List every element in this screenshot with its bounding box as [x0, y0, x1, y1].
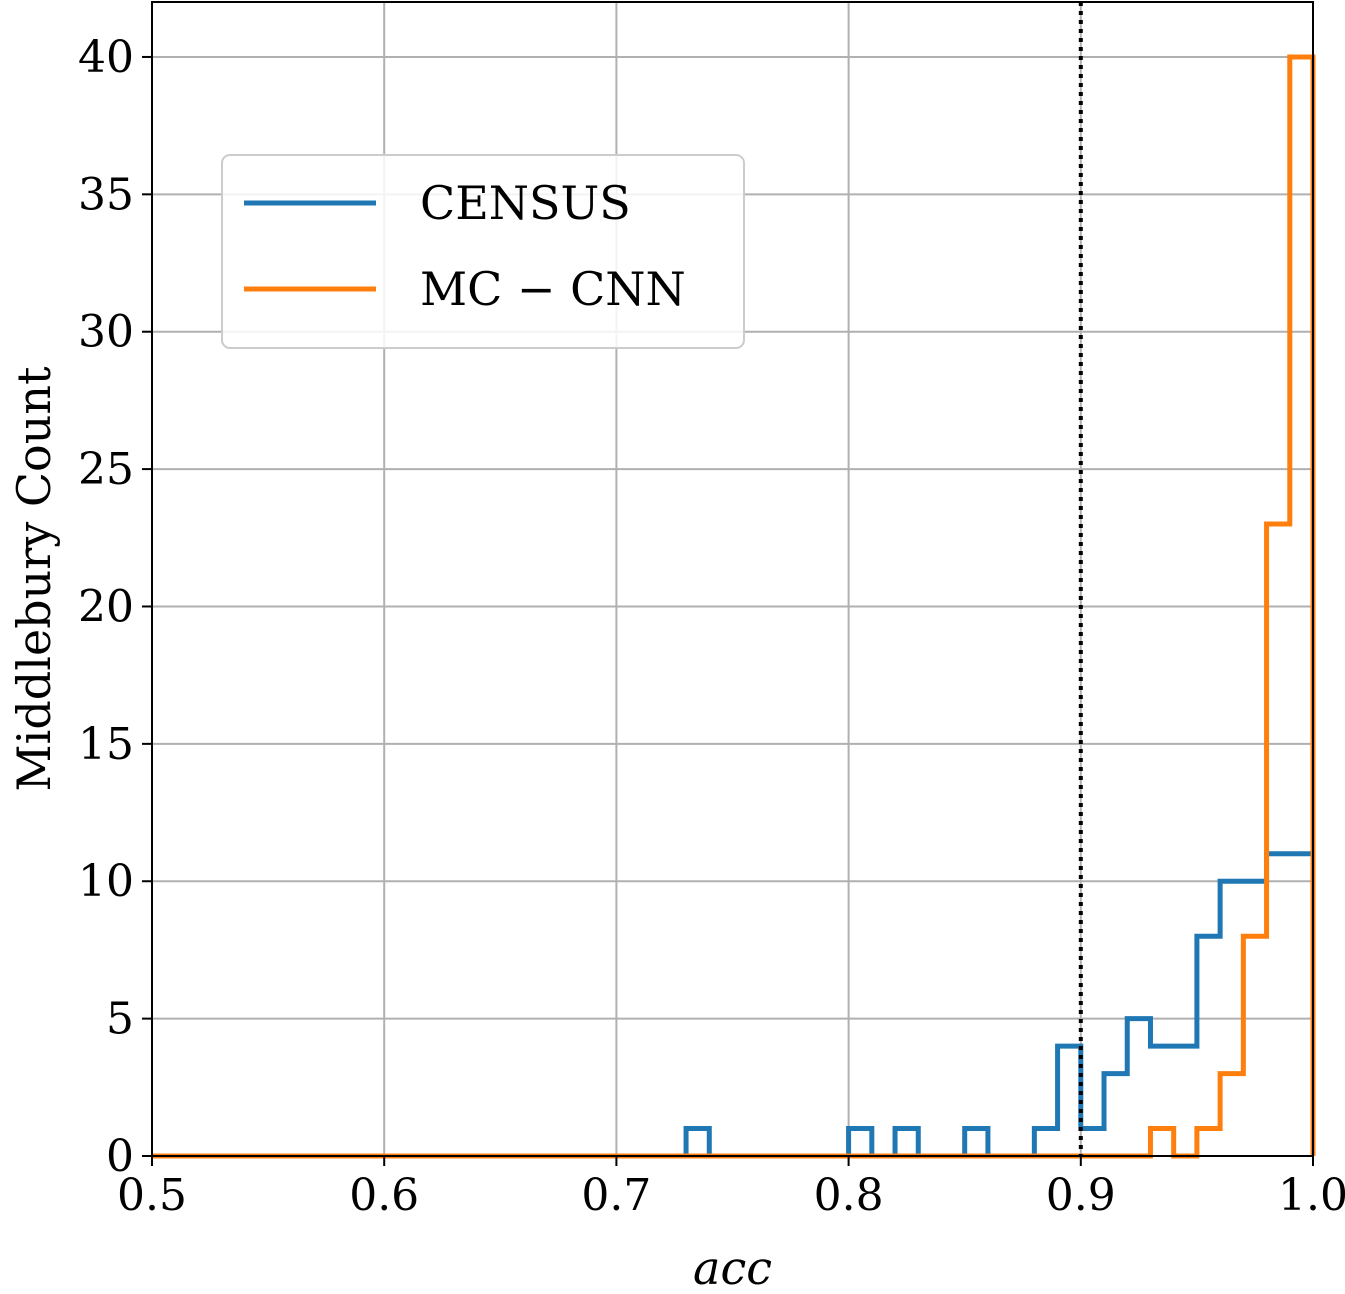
- x-tick-label: 0.5: [117, 1170, 187, 1221]
- y-tick-label: 5: [106, 994, 134, 1045]
- x-tick-label: 1.0: [1278, 1170, 1345, 1221]
- y-tick-label: 40: [78, 32, 134, 83]
- y-tick-label: 20: [78, 581, 134, 632]
- y-tick-label: 0: [106, 1131, 134, 1182]
- y-tick-label: 15: [78, 719, 134, 770]
- x-tick-label: 0.6: [349, 1170, 419, 1221]
- y-tick-label: 35: [78, 169, 134, 220]
- x-tick-label: 0.9: [1046, 1170, 1116, 1221]
- legend-label: MC − CNN: [420, 262, 686, 316]
- y-tick-label: 30: [78, 307, 134, 358]
- y-tick-label: 25: [78, 444, 134, 495]
- x-tick-label: 0.7: [581, 1170, 651, 1221]
- y-axis-label: Middlebury Count: [7, 366, 61, 791]
- plot-frame: [151, 1, 1314, 1157]
- x-axis-label: acc: [693, 1241, 772, 1294]
- x-tick-label: 0.8: [814, 1170, 884, 1221]
- axis-ticks: 0.5 0.6 0.7 0.8 0.9 1.0 0 5 10 15 20 25 30 35 40: [78, 32, 1345, 1221]
- y-tick-label: 10: [78, 856, 134, 907]
- legend-label: CENSUS: [420, 176, 631, 230]
- legend: CENSUS MC − CNN: [221, 154, 745, 349]
